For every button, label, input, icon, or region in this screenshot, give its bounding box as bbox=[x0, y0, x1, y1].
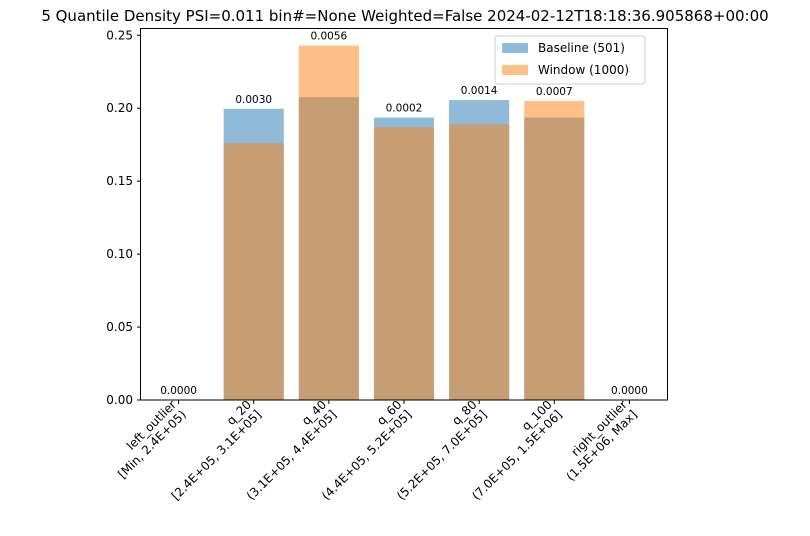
bar-label-q_80: 0.0014 bbox=[461, 85, 498, 97]
bar-label-q_40: 0.0056 bbox=[310, 31, 347, 43]
y-tick-label: 0.20 bbox=[106, 101, 133, 115]
y-tick-label: 0.00 bbox=[106, 393, 133, 407]
y-tick-label: 0.15 bbox=[106, 174, 133, 188]
y-tick-label: 0.05 bbox=[106, 320, 133, 334]
x-tick-label-left_outlier: left_outlier[Min, 2.4E+05) bbox=[115, 398, 189, 482]
data-labels-layer: 0.0000 0.0030 0.0056 0.0002 0.0014 0.0007 0.00… bbox=[160, 31, 648, 397]
bar-window-q_80 bbox=[449, 124, 510, 400]
chart-title: 5 Quantile Density PSI=0.011 bin#=None W… bbox=[41, 7, 768, 25]
legend-swatch-window bbox=[502, 65, 528, 75]
bar-window-q_60 bbox=[373, 127, 435, 400]
bar-label-q_100: 0.0007 bbox=[536, 86, 573, 98]
x-axis: left_outlier[Min, 2.4E+05) q_20[2.4E+05, … bbox=[115, 398, 640, 503]
bar-window-q_20 bbox=[223, 143, 284, 400]
y-axis: 0.00 0.05 0.10 0.15 0.20 0.25 bbox=[106, 28, 141, 407]
legend-label: Baseline (501) bbox=[538, 41, 625, 55]
legend-label: Window (1000) bbox=[538, 63, 629, 77]
y-tick-label: 0.25 bbox=[106, 28, 133, 42]
bar-label-right_outlier: 0.0000 bbox=[611, 385, 648, 397]
y-tick-label: 0.10 bbox=[106, 247, 133, 261]
bar-label-q_20: 0.0030 bbox=[235, 94, 272, 106]
legend-swatch-baseline bbox=[502, 43, 528, 53]
legend-frame bbox=[494, 35, 646, 85]
legend: Baseline (501) Window (1000) bbox=[494, 35, 646, 85]
x-tick-label-right_outlier: right_outlier(1.5E+06, Max] bbox=[564, 398, 640, 484]
bar-window-q_100 bbox=[524, 100, 585, 400]
bar-label-q_60: 0.0002 bbox=[386, 103, 423, 115]
bar-window-q_40 bbox=[298, 45, 359, 400]
bar-label-left_outlier: 0.0000 bbox=[160, 385, 197, 397]
bars-layer bbox=[223, 45, 585, 401]
